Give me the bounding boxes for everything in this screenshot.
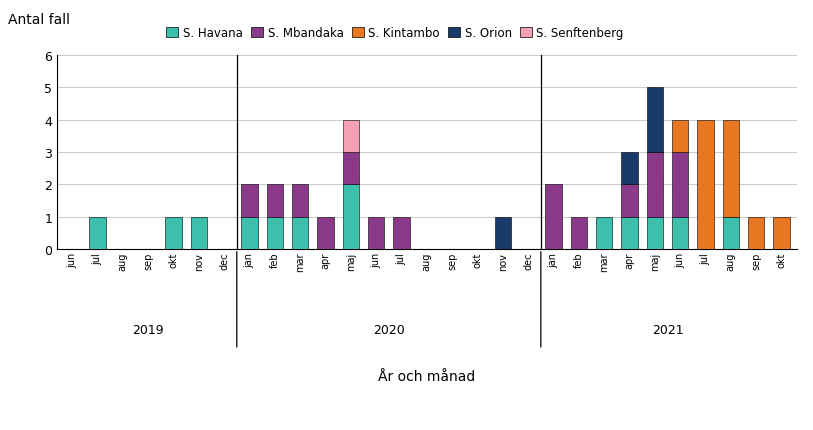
Bar bbox=[698, 120, 714, 249]
Bar bbox=[165, 217, 181, 249]
Bar bbox=[672, 153, 689, 217]
Bar bbox=[267, 185, 283, 217]
Bar bbox=[342, 120, 359, 153]
Bar bbox=[621, 153, 637, 185]
Bar bbox=[241, 217, 258, 249]
Bar bbox=[621, 185, 637, 217]
Bar bbox=[267, 217, 283, 249]
Bar bbox=[241, 185, 258, 217]
Bar bbox=[89, 217, 106, 249]
Bar bbox=[190, 217, 207, 249]
Text: 2020: 2020 bbox=[373, 323, 405, 336]
Text: 2019: 2019 bbox=[133, 323, 164, 336]
Text: 2021: 2021 bbox=[652, 323, 684, 336]
Bar bbox=[571, 217, 587, 249]
Bar bbox=[672, 120, 689, 153]
Bar bbox=[723, 120, 739, 217]
Bar bbox=[292, 217, 308, 249]
Legend: S. Havana, S. Mbandaka, S. Kintambo, S. Orion, S. Senftenberg: S. Havana, S. Mbandaka, S. Kintambo, S. … bbox=[167, 27, 624, 40]
Bar bbox=[342, 153, 359, 185]
Bar bbox=[292, 185, 308, 217]
Bar bbox=[672, 217, 689, 249]
Text: Antal fall: Antal fall bbox=[8, 13, 70, 27]
Bar bbox=[393, 217, 410, 249]
Bar bbox=[342, 185, 359, 249]
Bar bbox=[723, 217, 739, 249]
Bar bbox=[596, 217, 612, 249]
Bar bbox=[646, 88, 663, 153]
Bar bbox=[494, 217, 511, 249]
Bar bbox=[546, 185, 562, 249]
Bar bbox=[621, 217, 637, 249]
Bar bbox=[748, 217, 764, 249]
Bar bbox=[646, 153, 663, 217]
Bar bbox=[646, 217, 663, 249]
Bar bbox=[317, 217, 333, 249]
Text: År och månad: År och månad bbox=[378, 369, 476, 383]
Bar bbox=[773, 217, 789, 249]
Bar bbox=[368, 217, 385, 249]
